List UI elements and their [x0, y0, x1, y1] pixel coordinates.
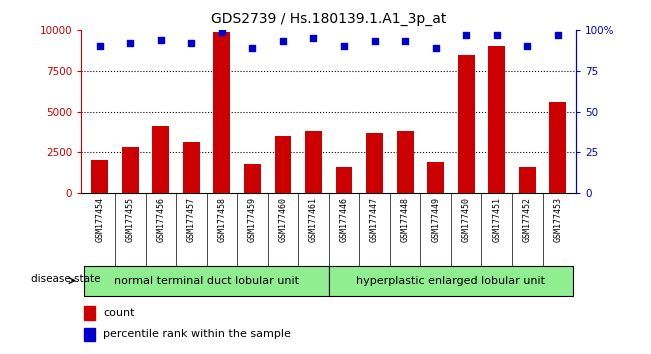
Text: GSM177461: GSM177461 — [309, 196, 318, 241]
Text: GSM177452: GSM177452 — [523, 196, 532, 241]
Bar — [488, 46, 505, 193]
Bar — [183, 142, 200, 193]
Text: normal terminal duct lobular unit: normal terminal duct lobular unit — [114, 275, 299, 286]
Point — [217, 29, 227, 35]
Text: GSM177447: GSM177447 — [370, 196, 379, 241]
Point — [94, 44, 105, 49]
Bar — [427, 162, 444, 193]
Text: GSM177448: GSM177448 — [400, 196, 409, 241]
Point — [186, 40, 197, 46]
Point — [461, 32, 471, 38]
Bar — [329, 266, 573, 296]
Bar — [458, 55, 475, 193]
Bar — [549, 102, 566, 193]
Text: GSM177446: GSM177446 — [340, 196, 348, 241]
Bar — [122, 147, 139, 193]
Bar — [275, 136, 292, 193]
Point — [553, 32, 563, 38]
Bar — [214, 32, 230, 193]
Point — [522, 44, 533, 49]
Bar — [519, 167, 536, 193]
Point — [278, 39, 288, 44]
Text: disease state: disease state — [31, 274, 100, 284]
Bar — [244, 164, 261, 193]
Text: count: count — [103, 308, 135, 318]
Text: GSM177450: GSM177450 — [462, 196, 471, 241]
Bar — [396, 131, 413, 193]
Bar — [305, 131, 322, 193]
Bar — [91, 160, 108, 193]
Bar — [84, 307, 95, 320]
Point — [309, 35, 319, 41]
Text: GSM177453: GSM177453 — [553, 196, 562, 241]
Text: GSM177456: GSM177456 — [156, 196, 165, 241]
Point — [339, 44, 349, 49]
Bar — [85, 266, 329, 296]
Bar — [366, 133, 383, 193]
Point — [369, 39, 380, 44]
Point — [430, 45, 441, 51]
Text: hyperplastic enlarged lobular unit: hyperplastic enlarged lobular unit — [356, 275, 546, 286]
Text: GSM177457: GSM177457 — [187, 196, 196, 241]
Bar — [152, 126, 169, 193]
Text: GSM177459: GSM177459 — [248, 196, 257, 241]
Title: GDS2739 / Hs.180139.1.A1_3p_at: GDS2739 / Hs.180139.1.A1_3p_at — [211, 12, 447, 26]
Text: GSM177458: GSM177458 — [217, 196, 227, 241]
Bar — [84, 327, 95, 341]
Text: GSM177455: GSM177455 — [126, 196, 135, 241]
Text: GSM177449: GSM177449 — [431, 196, 440, 241]
Text: GSM177460: GSM177460 — [279, 196, 288, 241]
Point — [247, 45, 258, 51]
Text: GSM177451: GSM177451 — [492, 196, 501, 241]
Point — [156, 37, 166, 43]
Text: GSM177454: GSM177454 — [95, 196, 104, 241]
Bar — [336, 167, 352, 193]
Point — [492, 32, 502, 38]
Point — [125, 40, 135, 46]
Point — [400, 39, 410, 44]
Text: percentile rank within the sample: percentile rank within the sample — [103, 330, 291, 339]
